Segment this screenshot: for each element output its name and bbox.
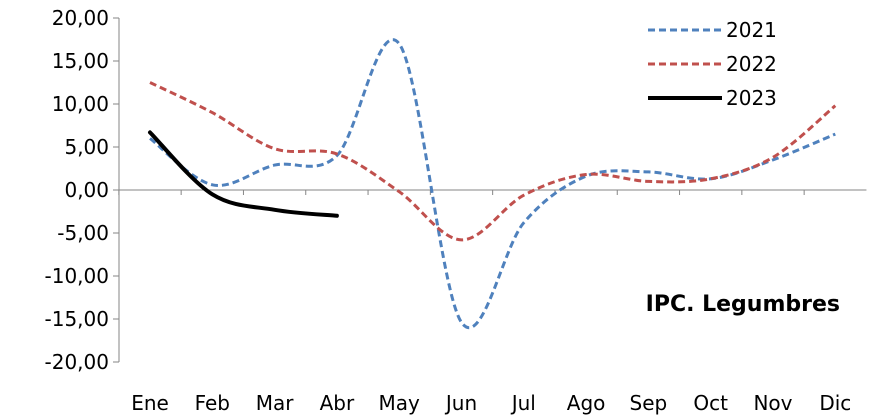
x-tick-label: Nov — [753, 391, 792, 415]
y-tick-label: 20,00 — [52, 6, 109, 30]
x-tick-label: Ago — [567, 391, 606, 415]
x-tick-label: Feb — [195, 391, 230, 415]
x-tick-label: Ene — [131, 391, 169, 415]
x-tick-label: Jun — [444, 391, 477, 415]
y-tick-label: 5,00 — [64, 135, 109, 159]
y-tick-label: 0,00 — [64, 178, 109, 202]
series-lines — [148, 38, 837, 330]
axes: 20,00 15,00 10,00 5,00 0,00 -5,00 -10,00 -15,00… — [45, 6, 867, 415]
y-tick-label: 15,00 — [52, 49, 109, 73]
series-line-2021 — [149, 38, 836, 330]
y-tick-label: -5,00 — [57, 221, 109, 245]
x-tick-label: Dic — [819, 391, 851, 415]
legend: 2021 2022 2023 — [648, 18, 777, 110]
chart-title: IPC. Legumbres — [646, 292, 840, 317]
x-tick-label: Sep — [630, 391, 668, 415]
legend-label-2021: 2021 — [726, 18, 777, 42]
legend-label-2023: 2023 — [726, 86, 777, 110]
x-tick-label: Oct — [693, 391, 728, 415]
series-line-2023 — [148, 130, 339, 218]
series-line-2022 — [149, 81, 837, 242]
x-tick-label: Jul — [510, 391, 536, 415]
x-tick-label: Mar — [256, 391, 295, 415]
x-tick-label: Abr — [320, 391, 355, 415]
y-tick-label: -10,00 — [45, 264, 109, 288]
x-tick-label: May — [379, 391, 421, 415]
y-tick-label: -15,00 — [45, 307, 109, 331]
y-tick-label: -20,00 — [45, 350, 109, 374]
legend-label-2022: 2022 — [726, 52, 777, 76]
y-tick-label: 10,00 — [52, 92, 109, 116]
